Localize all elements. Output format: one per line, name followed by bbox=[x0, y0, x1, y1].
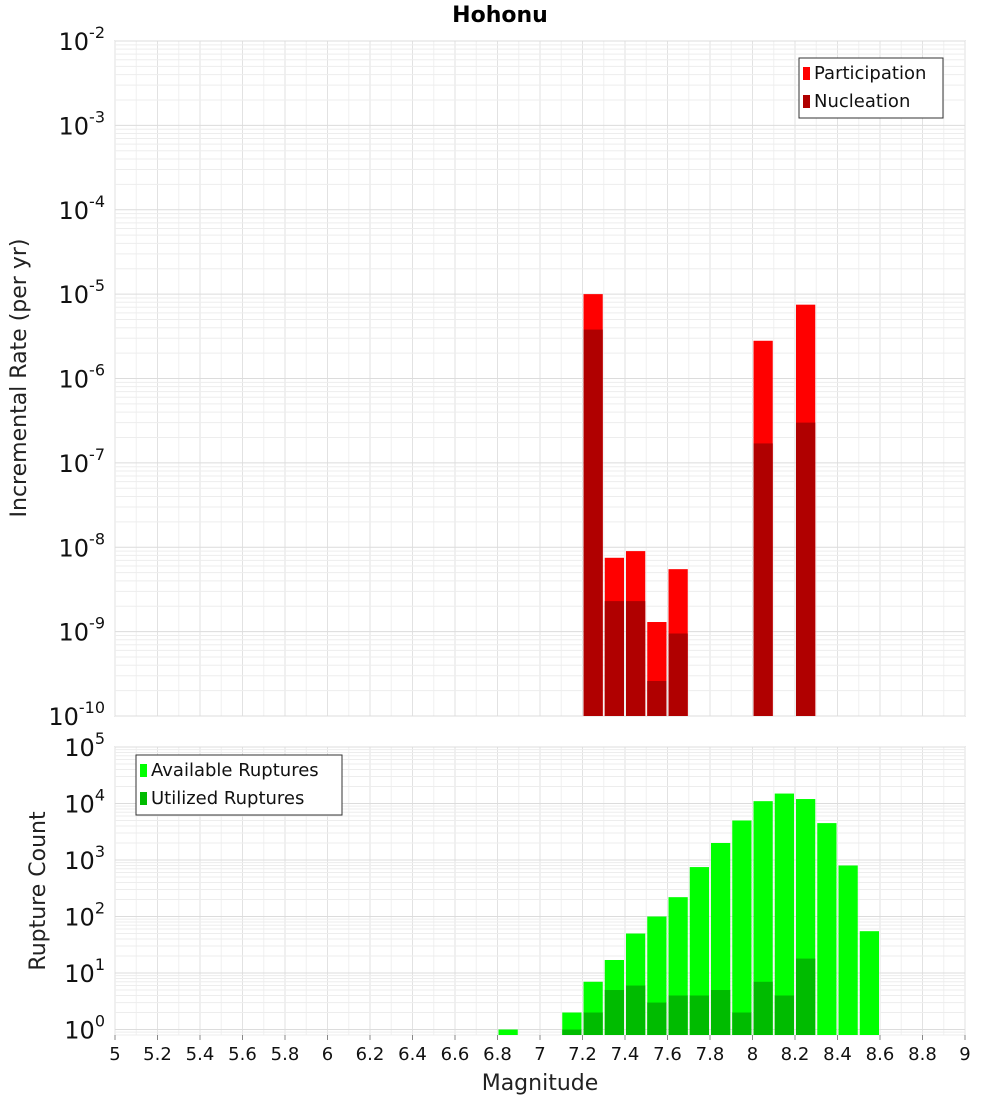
rate-bar-series2 bbox=[583, 329, 603, 716]
count-y-tick-label: 105 bbox=[64, 729, 105, 762]
count-bar-series1 bbox=[753, 801, 773, 1035]
count-bar-series2 bbox=[583, 1012, 603, 1035]
x-tick-label: 7.4 bbox=[611, 1044, 640, 1065]
rate-y-tick-label: 10-10 bbox=[48, 698, 105, 731]
x-tick-label: 6.4 bbox=[398, 1044, 427, 1065]
x-axis-ticks: 5 5.2 5.4 5.6 5.8 6 6.2 6.4 6.6 6.8 7 7.2 7.4 7.6 7.8 8… bbox=[109, 1035, 971, 1065]
x-tick-label: 5.2 bbox=[143, 1044, 172, 1065]
rate-y-tick-label: 10-6 bbox=[59, 361, 106, 394]
x-tick-label: 5.8 bbox=[271, 1044, 300, 1065]
count-legend-swatch bbox=[140, 792, 147, 805]
x-tick-label: 5.4 bbox=[186, 1044, 215, 1065]
rate-y-tick-label: 10-8 bbox=[59, 529, 106, 562]
count-y-tick-label: 102 bbox=[64, 899, 105, 932]
rate-bar-series2 bbox=[796, 422, 816, 716]
count-bar-series1 bbox=[859, 931, 879, 1035]
count-bar-series1 bbox=[711, 843, 731, 1035]
count-legend-box bbox=[135, 754, 343, 816]
x-tick-label: 5 bbox=[109, 1044, 120, 1065]
count-legend-label: Available Ruptures bbox=[151, 760, 319, 781]
count-bar-series2 bbox=[796, 958, 816, 1035]
rate-panel: 10-10 10-9 10-8 10-7 10-6 10-5 10-4 10-3 10-2 In… bbox=[7, 23, 966, 731]
count-y-tick-label: 100 bbox=[64, 1012, 105, 1045]
x-tick-label: 7.8 bbox=[696, 1044, 725, 1065]
count-bar-series2 bbox=[753, 981, 773, 1035]
rate-bar-series2 bbox=[647, 680, 667, 716]
count-legend: Available Ruptures Utilized Ruptures bbox=[135, 754, 343, 816]
rate-legend-label: Participation bbox=[814, 63, 926, 84]
rate-grid bbox=[114, 40, 966, 717]
x-tick-label: 6.8 bbox=[483, 1044, 512, 1065]
x-tick-label: 6.6 bbox=[441, 1044, 470, 1065]
count-bar-series2 bbox=[562, 1029, 582, 1035]
count-bar-series2 bbox=[668, 995, 688, 1035]
x-tick-label: 9 bbox=[959, 1044, 970, 1065]
rate-bar-series2 bbox=[753, 443, 773, 716]
count-bar-series1 bbox=[689, 867, 709, 1035]
x-tick-label: 8.6 bbox=[866, 1044, 895, 1065]
rate-bars bbox=[583, 294, 816, 716]
rate-bar-series2 bbox=[604, 601, 624, 716]
x-axis-label: Magnitude bbox=[482, 1071, 599, 1096]
count-panel: 100 101 102 103 104 105 Rupture Count Availab… bbox=[26, 729, 966, 1045]
rate-y-tick-label: 10-9 bbox=[59, 614, 106, 647]
rate-y-ticks: 10-10 10-9 10-8 10-7 10-6 10-5 10-4 10-3 10-2 bbox=[48, 23, 105, 731]
rate-y-tick-label: 10-2 bbox=[59, 23, 106, 56]
count-y-tick-label: 103 bbox=[64, 842, 105, 875]
x-tick-label: 8.4 bbox=[823, 1044, 852, 1065]
count-bars bbox=[498, 793, 879, 1035]
rate-legend-swatch bbox=[803, 95, 810, 108]
rate-legend-box bbox=[798, 57, 944, 119]
rate-bar-series2 bbox=[668, 633, 688, 716]
rate-legend-label: Nucleation bbox=[814, 91, 910, 112]
x-tick-label: 6 bbox=[322, 1044, 333, 1065]
count-bar-series2 bbox=[647, 1002, 667, 1035]
count-bar-series2 bbox=[774, 995, 794, 1035]
count-bar-series2 bbox=[689, 995, 709, 1035]
count-bar-series2 bbox=[604, 990, 624, 1035]
x-tick-label: 7.2 bbox=[568, 1044, 597, 1065]
count-y-axis-label: Rupture Count bbox=[26, 811, 51, 971]
count-bar-series2 bbox=[732, 1012, 752, 1035]
count-legend-swatch bbox=[140, 764, 147, 777]
x-tick-label: 8 bbox=[747, 1044, 758, 1065]
count-y-tick-label: 101 bbox=[64, 955, 105, 988]
count-bar-series1 bbox=[774, 793, 794, 1035]
count-bar-series2 bbox=[711, 990, 731, 1035]
count-y-ticks: 100 101 102 103 104 105 bbox=[64, 729, 105, 1045]
rate-y-tick-label: 10-5 bbox=[59, 276, 106, 309]
rate-y-axis-label: Incremental Rate (per yr) bbox=[7, 239, 32, 518]
rate-legend: Participation Nucleation bbox=[798, 57, 944, 119]
count-legend-label: Utilized Ruptures bbox=[151, 788, 304, 809]
x-tick-label: 8.2 bbox=[781, 1044, 810, 1065]
x-tick-label: 7.6 bbox=[653, 1044, 682, 1065]
count-bar-series1 bbox=[817, 823, 837, 1035]
rate-bar-series2 bbox=[626, 601, 646, 716]
x-tick-label: 8.8 bbox=[908, 1044, 937, 1065]
count-y-tick-label: 104 bbox=[64, 786, 105, 819]
x-tick-label: 5.6 bbox=[228, 1044, 257, 1065]
chart-title: Hohonu bbox=[452, 3, 548, 28]
rate-y-tick-label: 10-4 bbox=[59, 192, 106, 225]
count-bar-series1 bbox=[838, 865, 858, 1035]
count-bar-series1 bbox=[562, 1012, 582, 1035]
rate-y-tick-label: 10-7 bbox=[59, 445, 106, 478]
rate-y-tick-label: 10-3 bbox=[59, 107, 106, 140]
count-bar-series1 bbox=[498, 1029, 518, 1035]
x-tick-label: 6.2 bbox=[356, 1044, 385, 1065]
rate-legend-swatch bbox=[803, 67, 810, 80]
count-bar-series1 bbox=[732, 820, 752, 1035]
count-bar-series2 bbox=[626, 985, 646, 1035]
x-tick-label: 7 bbox=[534, 1044, 545, 1065]
